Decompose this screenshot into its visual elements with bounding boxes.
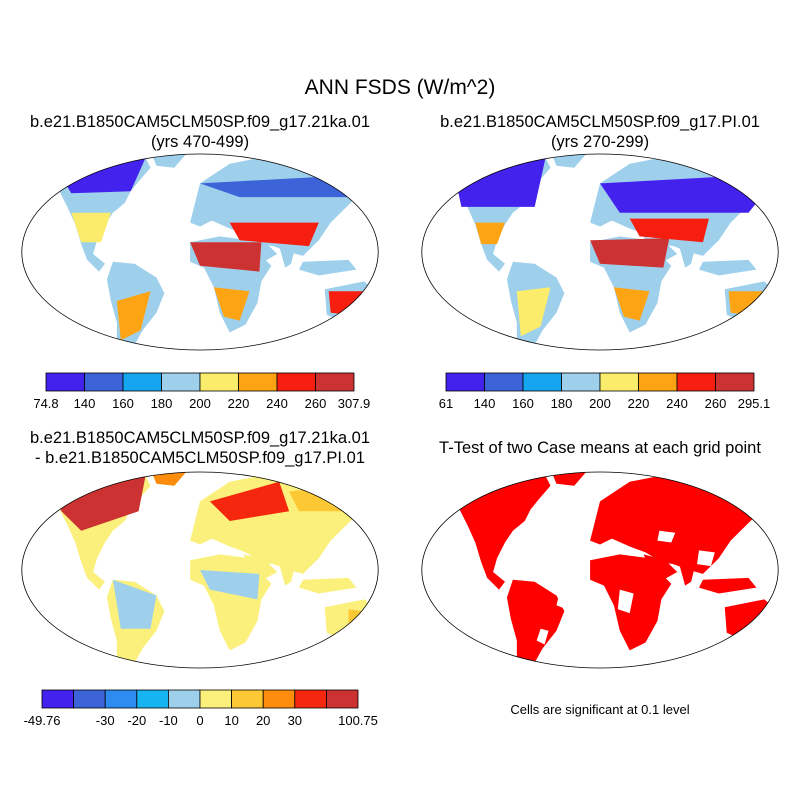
colorbar-pi-swatch — [638, 372, 678, 392]
map-panel-pi — [421, 153, 779, 351]
panel-title-difference-line2: - b.e21.B1850CAM5CLM50SP.f09_g17.PI.01 — [35, 449, 365, 467]
colorbar-difference-tick-label: -10 — [158, 713, 178, 728]
colorbar-21ka-swatch — [122, 372, 162, 392]
colorbar-pi-swatch — [484, 372, 524, 392]
colorbar-difference-tick-label: -30 — [95, 713, 115, 728]
panel-title-difference-line1: b.e21.B1850CAM5CLM50SP.f09_g17.21ka.01 — [29, 429, 371, 447]
colorbar-pi-swatch — [676, 372, 716, 392]
colorbar-21ka-swatch — [45, 372, 85, 392]
colorbar-21ka-swatch — [238, 372, 278, 392]
colorbar-pi — [445, 372, 755, 392]
colorbar-21ka-tick-label: 307.9 — [337, 396, 371, 411]
colorbar-21ka-swatch — [199, 372, 239, 392]
colorbar-pi-tick-label: 260 — [704, 396, 727, 411]
colorbar-21ka — [45, 372, 355, 392]
colorbar-difference-swatch — [199, 689, 233, 709]
colorbar-21ka-tick-label: 74.8 — [33, 396, 59, 411]
colorbar-pi-tick-label: 61 — [438, 396, 454, 411]
colorbar-21ka-swatch — [84, 372, 124, 392]
colorbar-21ka-swatch — [276, 372, 316, 392]
panel-title-pi-line1: b.e21.B1850CAM5CLM50SP.f09_g17.PI.01 — [440, 113, 760, 131]
panel-title-21ka: b.e21.B1850CAM5CLM50SP.f09_g17.21ka.01 (… — [0, 112, 400, 152]
colorbar-pi-tick-label: 295.1 — [737, 396, 771, 411]
colorbar-pi-swatch — [561, 372, 601, 392]
map-panel-difference — [21, 471, 379, 669]
colorbar-difference-tick-label: 10 — [224, 713, 239, 728]
map-panel-21ka — [21, 153, 379, 351]
panel-title-pi-line2: (yrs 270-299) — [550, 133, 650, 151]
colorbar-21ka-tick-label: 240 — [266, 396, 288, 411]
map-panel-ttest — [421, 471, 779, 669]
colorbar-21ka-tick-label: 160 — [112, 396, 134, 411]
colorbar-difference — [41, 689, 359, 709]
panel-title-21ka-line2: (yrs 470-499) — [150, 133, 250, 151]
colorbar-difference-tick-label: 100.75 — [338, 713, 378, 728]
colorbar-difference-swatch — [73, 689, 106, 709]
colorbar-pi-tick-label: 220 — [627, 396, 650, 411]
colorbar-pi-tick-label: 160 — [512, 396, 534, 411]
colorbar-pi-tick-label: 200 — [589, 396, 611, 411]
colorbar-difference-tick-label: -49.76 — [23, 713, 61, 728]
colorbar-pi-swatch — [715, 372, 755, 392]
colorbar-pi-swatch — [445, 372, 485, 392]
colorbar-difference-tick-label: -20 — [127, 713, 147, 728]
colorbar-21ka-tick-label: 260 — [304, 396, 327, 411]
colorbar-pi-tick-label: 140 — [473, 396, 496, 411]
colorbar-difference-swatch — [136, 689, 169, 709]
panel-title-21ka-line1: b.e21.B1850CAM5CLM50SP.f09_g17.21ka.01 — [29, 113, 371, 131]
panel-title-ttest: T-Test of two Case means at each grid po… — [439, 439, 761, 457]
colorbar-pi-swatch — [522, 372, 562, 392]
colorbar-difference-swatch — [167, 689, 201, 709]
significance-note: Cells are significant at 0.1 level — [510, 702, 690, 717]
colorbar-21ka-swatch — [161, 372, 201, 392]
colorbar-21ka-tick-label: 180 — [150, 396, 173, 411]
colorbar-difference-swatch — [325, 689, 359, 709]
colorbar-21ka-tick-label: 220 — [227, 396, 250, 411]
colorbar-difference-tick-label: 30 — [287, 713, 303, 728]
colorbar-pi-tick-label: 180 — [550, 396, 573, 411]
colorbar-difference-swatch — [231, 689, 264, 709]
panel-title-pi: b.e21.B1850CAM5CLM50SP.f09_g17.PI.01 (yr… — [400, 112, 800, 152]
colorbar-difference-swatch — [262, 689, 296, 709]
colorbar-difference-swatch — [104, 689, 138, 709]
colorbar-21ka-tick-label: 200 — [189, 396, 211, 411]
colorbar-difference-tick-label: 0 — [196, 713, 204, 728]
colorbar-difference-swatch — [294, 689, 327, 709]
colorbar-difference-swatch — [41, 689, 75, 709]
colorbar-pi-swatch — [599, 372, 639, 392]
colorbar-21ka-swatch — [315, 372, 355, 392]
colorbar-difference-tick-label: 20 — [255, 713, 271, 728]
colorbar-21ka-tick-label: 140 — [73, 396, 96, 411]
figure-title: ANN FSDS (W/m^2) — [304, 76, 496, 99]
colorbar-pi-tick-label: 240 — [666, 396, 688, 411]
panel-title-difference: b.e21.B1850CAM5CLM50SP.f09_g17.21ka.01 -… — [0, 428, 400, 468]
